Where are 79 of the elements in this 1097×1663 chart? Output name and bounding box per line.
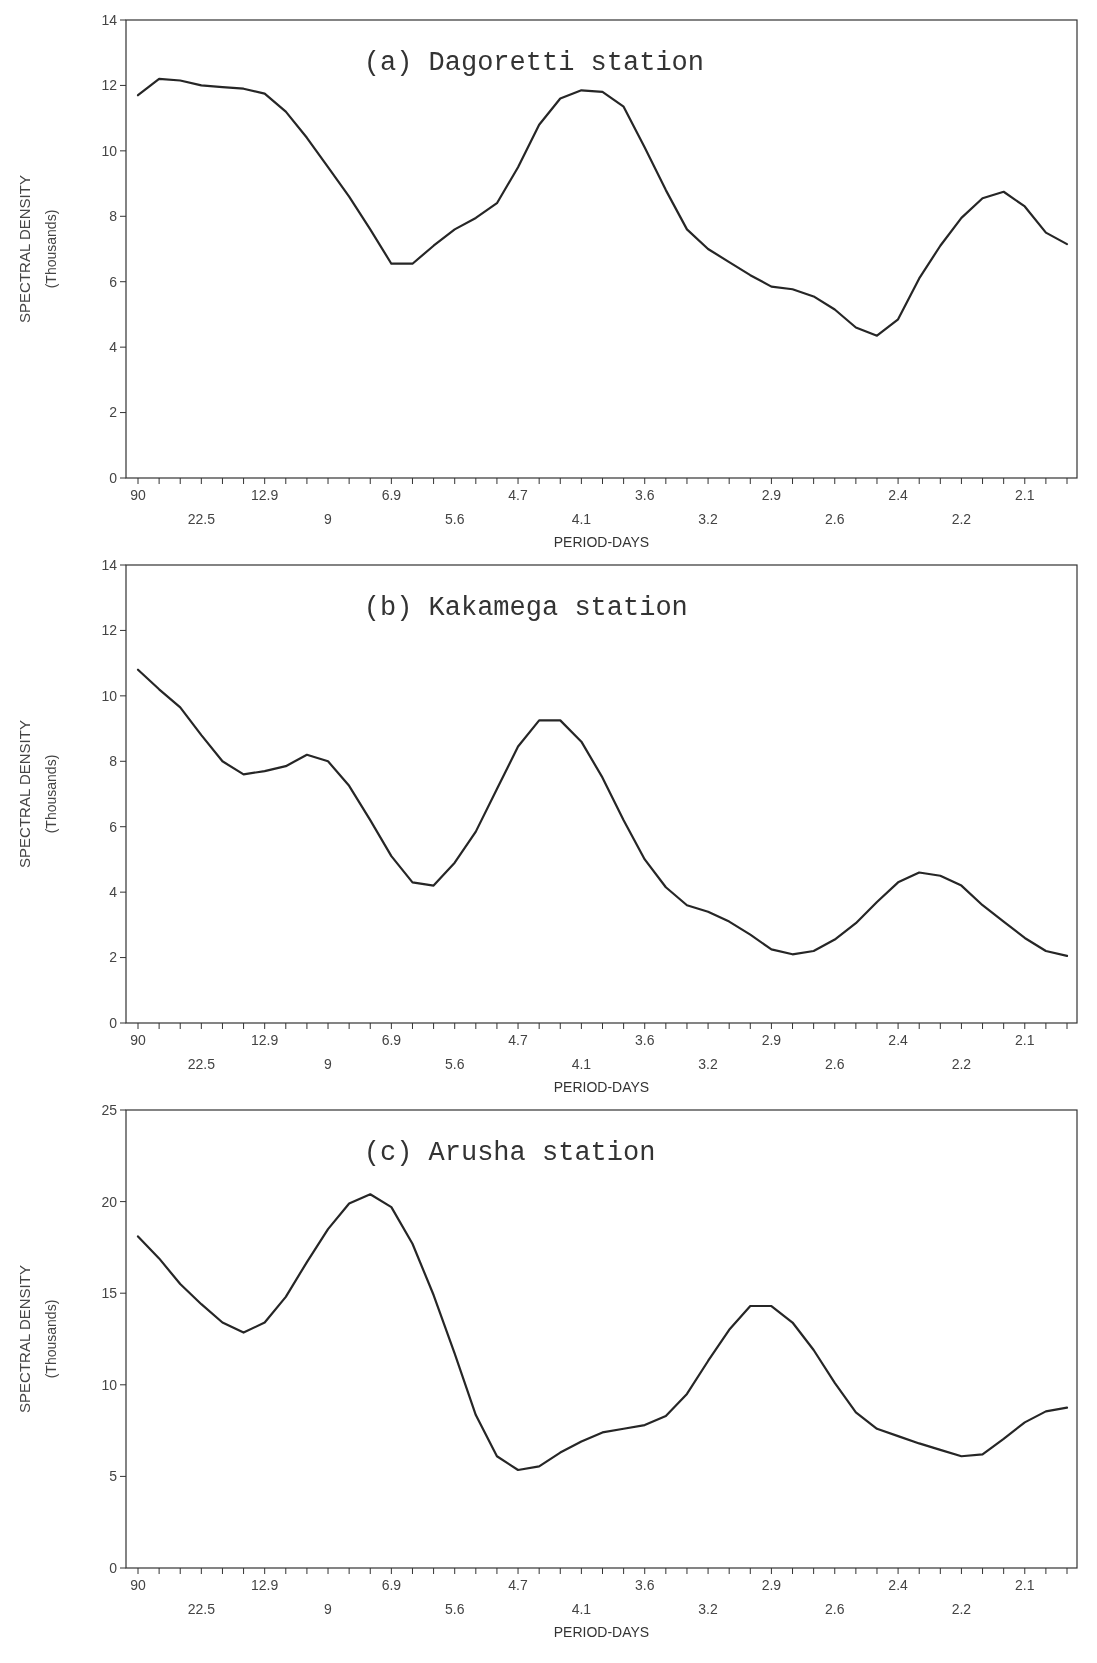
x-tick-label: 2.9 xyxy=(761,1032,782,1048)
x-tick-label: 4.1 xyxy=(571,1601,592,1617)
x-tick-label: 9 xyxy=(324,1601,333,1617)
x-tick-label: 9 xyxy=(324,511,333,527)
x-tick-label: 3.2 xyxy=(698,1601,719,1617)
y-tick-label: 6 xyxy=(109,273,118,290)
y-axis-title: SPECTRAL DENSITY (Thousands) xyxy=(16,720,59,868)
x-tick-label: 2.4 xyxy=(888,1032,909,1048)
x-tick-label: 2.6 xyxy=(825,1601,845,1617)
line-series xyxy=(136,668,1069,958)
x-tick-label: 2.9 xyxy=(761,1577,782,1593)
x-tick-label: 6.9 xyxy=(381,1032,402,1048)
y-tick-label: 8 xyxy=(109,208,118,225)
y-tick-label: 8 xyxy=(109,753,118,770)
x-tick-label: 6.9 xyxy=(381,487,402,503)
x-tick-label: 2.6 xyxy=(825,511,845,527)
y-tick-label: 2 xyxy=(109,949,118,966)
y-tick-label: 25 xyxy=(101,1101,118,1118)
x-tick-label: 5.6 xyxy=(444,1601,465,1617)
x-tick-label: 9 xyxy=(324,1056,333,1072)
x-axis-title: PERIOD-DAYS xyxy=(553,1079,650,1095)
line-series xyxy=(136,1193,1069,1472)
x-tick-label: 22.5 xyxy=(187,1601,216,1617)
y-tick-label: 15 xyxy=(101,1285,118,1302)
x-tick-label: 4.1 xyxy=(571,511,592,527)
x-tick-label: 2.2 xyxy=(951,511,972,527)
x-tick-label: 2.4 xyxy=(888,487,909,503)
x-tick-label: 90 xyxy=(130,1577,146,1593)
x-tick-label: 3.2 xyxy=(698,1056,719,1072)
x-tick-label: 3.6 xyxy=(634,487,655,503)
y-tick-label: 5 xyxy=(109,1468,118,1485)
y-axis-title: SPECTRAL DENSITY (Thousands) xyxy=(16,175,59,323)
text: (a) Dagoretti station xyxy=(363,48,705,78)
x-axis-title: PERIOD-DAYS xyxy=(553,1624,650,1640)
x-tick-label: 2.9 xyxy=(761,487,782,503)
x-tick-label: 2.2 xyxy=(951,1601,972,1617)
y-tick-label: 12 xyxy=(101,77,118,94)
y-tick-label: 14 xyxy=(101,556,118,573)
x-tick-label: 2.1 xyxy=(1015,1577,1035,1593)
x-tick-label: 12.9 xyxy=(251,1032,279,1048)
x-tick-label: 4.7 xyxy=(508,487,528,503)
x-tick-label: 2.1 xyxy=(1015,487,1035,503)
y-tick-label: 14 xyxy=(101,11,118,28)
y-tick-label: 10 xyxy=(101,687,118,704)
x-tick-label: 3.6 xyxy=(634,1032,655,1048)
x-tick-label: 2.2 xyxy=(951,1056,972,1072)
y-tick-label: 6 xyxy=(109,818,118,835)
y-tick-label: 4 xyxy=(109,884,118,901)
x-tick-label: 2.1 xyxy=(1015,1032,1035,1048)
y-tick-label: 0 xyxy=(109,1014,118,1031)
x-axis-title: PERIOD-DAYS xyxy=(553,534,650,550)
x-tick-label: 2.4 xyxy=(888,1577,909,1593)
y-tick-label: 2 xyxy=(109,404,118,421)
text: (c) Arusha station xyxy=(363,1138,656,1168)
y-tick-label: 0 xyxy=(109,469,118,486)
x-tick-label: 90 xyxy=(130,1032,146,1048)
x-tick-label: 4.7 xyxy=(508,1577,528,1593)
x-tick-label: 5.6 xyxy=(444,1056,465,1072)
x-tick-label: 4.1 xyxy=(571,1056,592,1072)
x-tick-label: 3.2 xyxy=(698,511,719,527)
x-tick-label: 5.6 xyxy=(444,511,465,527)
x-tick-label: 12.9 xyxy=(251,1577,279,1593)
y-tick-label: 20 xyxy=(101,1193,118,1210)
x-tick-label: 22.5 xyxy=(187,511,216,527)
y-tick-label: 10 xyxy=(101,142,118,159)
x-tick-label: 90 xyxy=(130,487,146,503)
x-tick-label: 6.9 xyxy=(381,1577,402,1593)
x-tick-label: 12.9 xyxy=(251,487,279,503)
y-tick-label: 4 xyxy=(109,339,118,356)
line-series xyxy=(136,77,1069,337)
x-tick-label: 3.6 xyxy=(634,1577,655,1593)
y-tick-label: 0 xyxy=(109,1559,118,1576)
text: (b) Kakamega station xyxy=(363,593,688,623)
x-tick-label: 4.7 xyxy=(508,1032,528,1048)
y-axis-title: SPECTRAL DENSITY (Thousands) xyxy=(16,1265,59,1413)
y-tick-label: 10 xyxy=(101,1376,118,1393)
x-tick-label: 22.5 xyxy=(187,1056,216,1072)
x-tick-label: 2.6 xyxy=(825,1056,845,1072)
y-tick-label: 12 xyxy=(101,622,118,639)
